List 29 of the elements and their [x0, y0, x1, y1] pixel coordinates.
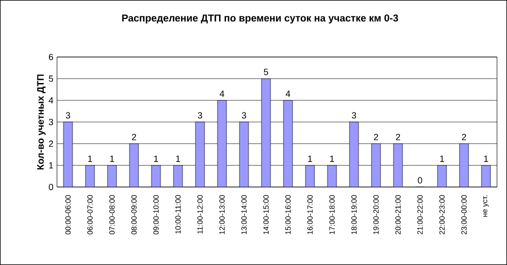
data-label: 0 [418, 177, 422, 184]
y-tick-label: 6 [48, 54, 54, 60]
data-label: 3 [242, 112, 246, 118]
data-label: 1 [110, 156, 114, 162]
data-label: 1 [484, 156, 488, 162]
data-label: 2 [396, 134, 400, 140]
data-label: 4 [286, 90, 290, 97]
data-label: 5 [264, 68, 268, 76]
y-tick-label: 1 [49, 162, 54, 168]
chart-title: Распределение ДТП по времени суток на участке км 0-3 [122, 14, 398, 24]
data-label: 3 [66, 112, 70, 118]
y-tick-label: 3 [48, 118, 54, 126]
y-tick-label: 2 [48, 140, 54, 147]
data-label: 1 [308, 156, 312, 162]
data-label: 1 [176, 156, 180, 162]
data-label: 3 [198, 112, 202, 118]
data-label: 1 [88, 156, 92, 162]
y-axis-title: Кол-во учетных ДТП [37, 74, 46, 170]
y-tick-label: 4 [48, 97, 54, 104]
data-label: 2 [132, 134, 136, 140]
data-label: 4 [220, 90, 224, 97]
data-label: 1 [330, 156, 334, 162]
data-label: 1 [440, 156, 444, 162]
y-tick-label: 5 [48, 76, 54, 82]
data-label: 2 [374, 134, 378, 140]
data-label: 3 [352, 112, 356, 118]
data-label: 2 [462, 134, 466, 140]
data-label: 1 [154, 156, 158, 162]
y-tick-label: 0 [48, 184, 54, 190]
